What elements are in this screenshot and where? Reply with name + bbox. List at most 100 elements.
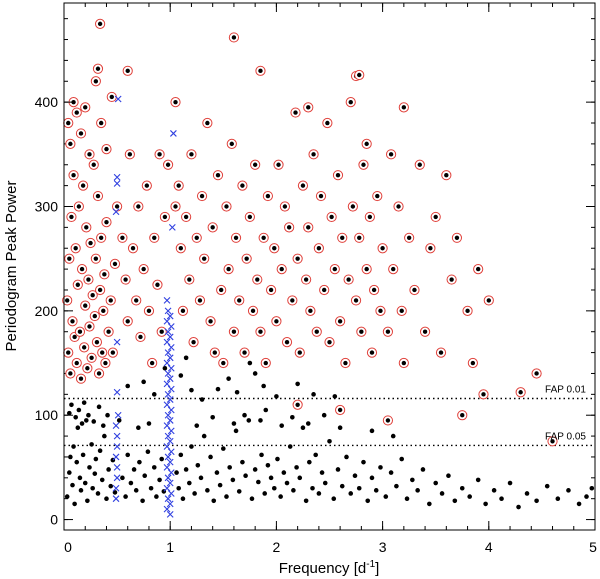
significant-dot bbox=[364, 266, 369, 272]
significant-dot bbox=[178, 246, 184, 251]
data-point bbox=[240, 459, 245, 465]
alias-point bbox=[163, 443, 171, 450]
significant-point bbox=[65, 368, 76, 379]
significant-point bbox=[92, 63, 104, 74]
significant-dot bbox=[357, 235, 362, 241]
significant-point bbox=[202, 117, 213, 129]
significant-point bbox=[156, 326, 167, 337]
significant-dot bbox=[258, 329, 263, 334]
data-point bbox=[555, 496, 561, 501]
significant-dot bbox=[233, 235, 239, 241]
significant-point bbox=[68, 97, 79, 108]
significant-dot bbox=[106, 329, 111, 334]
significant-dot bbox=[337, 407, 343, 413]
data-point bbox=[189, 444, 194, 449]
alias-stroke bbox=[164, 307, 172, 315]
data-point bbox=[131, 467, 137, 472]
significant-dot bbox=[78, 376, 84, 381]
significant-point bbox=[393, 201, 404, 212]
significant-point bbox=[409, 284, 420, 296]
significant-dot bbox=[194, 235, 199, 241]
significant-point bbox=[66, 211, 77, 223]
significant-dot bbox=[380, 246, 385, 251]
data-point bbox=[201, 433, 207, 439]
alias-point bbox=[163, 338, 171, 346]
significant-point bbox=[117, 232, 128, 243]
data-point bbox=[141, 379, 146, 385]
significant-dot bbox=[335, 172, 341, 178]
alias-point bbox=[163, 401, 171, 409]
alias-point bbox=[113, 388, 121, 396]
data-point bbox=[378, 465, 383, 470]
alias-stroke bbox=[164, 411, 172, 419]
data-point bbox=[589, 485, 595, 491]
significant-dot bbox=[401, 105, 407, 110]
significant-point bbox=[425, 243, 436, 254]
significant-point bbox=[99, 269, 110, 280]
alias-stroke bbox=[114, 411, 122, 419]
alias-point bbox=[113, 338, 121, 346]
data-point bbox=[136, 425, 141, 431]
alias-stroke bbox=[163, 463, 171, 471]
significant-dot bbox=[103, 360, 108, 366]
alias-stroke bbox=[163, 359, 171, 367]
alias-point bbox=[166, 375, 174, 383]
significant-dot bbox=[375, 193, 380, 199]
alias-point bbox=[166, 417, 174, 424]
data-point bbox=[404, 496, 410, 501]
significant-point bbox=[154, 149, 165, 160]
data-point bbox=[142, 473, 148, 479]
x-tick-label: 4 bbox=[485, 539, 493, 555]
significant-point bbox=[75, 128, 87, 139]
data-point bbox=[176, 485, 181, 491]
data-point bbox=[294, 465, 299, 470]
significant-dot bbox=[144, 183, 150, 188]
significant-point bbox=[159, 211, 170, 223]
significant-point bbox=[276, 264, 287, 275]
data-point bbox=[226, 376, 231, 381]
data-point bbox=[576, 501, 582, 507]
significant-dot bbox=[208, 319, 213, 324]
data-point bbox=[246, 418, 252, 423]
alias-point bbox=[164, 432, 172, 440]
significant-dot bbox=[290, 298, 295, 303]
data-point bbox=[148, 485, 154, 491]
significant-dot bbox=[125, 319, 130, 324]
significant-point bbox=[71, 107, 82, 118]
alias-point bbox=[167, 323, 175, 330]
data-point bbox=[157, 477, 162, 483]
significant-point bbox=[97, 347, 108, 358]
data-point bbox=[64, 494, 70, 499]
alias-stroke bbox=[167, 490, 175, 497]
significant-point bbox=[457, 410, 468, 421]
significant-point bbox=[260, 357, 271, 369]
significant-point bbox=[152, 279, 163, 290]
data-point bbox=[96, 404, 102, 410]
significant-dot bbox=[240, 183, 245, 188]
alias-stroke bbox=[166, 510, 174, 518]
significant-dot bbox=[95, 66, 101, 71]
significant-dot bbox=[261, 235, 266, 241]
data-point bbox=[116, 418, 122, 423]
data-point bbox=[194, 423, 200, 428]
data-point bbox=[68, 454, 73, 460]
significant-point bbox=[369, 284, 380, 296]
significant-point bbox=[258, 232, 269, 243]
alias-point bbox=[112, 208, 120, 216]
significant-dot bbox=[361, 162, 366, 167]
significant-dot bbox=[399, 308, 404, 314]
significant-point bbox=[107, 347, 118, 358]
data-point bbox=[112, 490, 118, 495]
significant-dot bbox=[215, 172, 221, 178]
data-point bbox=[79, 421, 85, 426]
significant-point bbox=[209, 347, 220, 358]
significant-point bbox=[68, 170, 79, 181]
alias-stroke bbox=[113, 443, 121, 450]
data-point bbox=[459, 485, 465, 491]
significant-point bbox=[478, 389, 489, 400]
alias-stroke bbox=[166, 458, 174, 466]
significant-point bbox=[64, 253, 75, 264]
data-point bbox=[316, 491, 322, 496]
significant-dot bbox=[136, 204, 141, 209]
significant-point bbox=[90, 253, 101, 264]
